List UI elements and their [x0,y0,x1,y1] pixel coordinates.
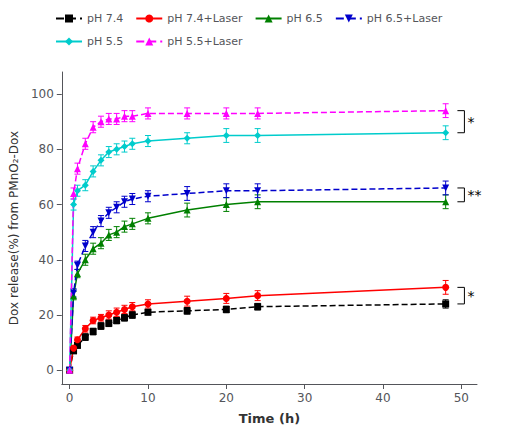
svg-text:pH 5.5: pH 5.5 [87,35,123,48]
svg-text:0: 0 [66,391,74,405]
svg-text:*: * [467,114,474,130]
svg-text:pH 7.4+Laser: pH 7.4+Laser [167,12,243,25]
svg-text:Time (h): Time (h) [239,411,300,426]
svg-text:80: 80 [39,142,54,156]
svg-text:pH 6.5+Laser: pH 6.5+Laser [367,12,443,25]
svg-text:pH 6.5: pH 6.5 [287,12,323,25]
svg-text:60: 60 [39,198,54,212]
svg-text:20: 20 [219,391,234,405]
svg-text:pH 7.4: pH 7.4 [87,12,123,25]
svg-text:10: 10 [140,391,155,405]
svg-text:30: 30 [297,391,312,405]
svg-text:*: * [467,288,474,304]
svg-text:100: 100 [31,87,54,101]
svg-text:50: 50 [454,391,469,405]
svg-text:40: 40 [39,253,54,267]
svg-text:0: 0 [46,363,54,377]
svg-text:40: 40 [375,391,390,405]
svg-text:pH 5.5+Laser: pH 5.5+Laser [167,35,243,48]
svg-text:**: ** [467,187,481,203]
svg-text:20: 20 [39,308,54,322]
svg-text:Dox release(%) from PMnO₂-Dox: Dox release(%) from PMnO₂-Dox [7,131,21,325]
